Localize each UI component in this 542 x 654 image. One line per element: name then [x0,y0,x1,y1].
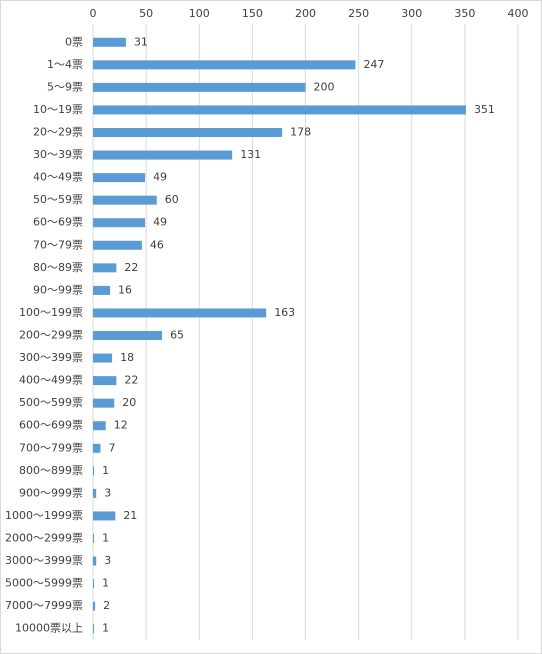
value-label: 16 [118,283,132,296]
value-label: 49 [153,216,167,229]
y-tick-label: 20～29票 [33,126,83,139]
value-label: 21 [123,509,137,522]
value-label: 31 [134,35,148,48]
value-label: 22 [124,261,138,274]
bar [93,173,146,183]
y-tick-label: 80～89票 [33,261,83,274]
value-label: 1 [102,532,109,545]
y-tick-label: 0票 [65,35,83,48]
y-tick-label: 700～799票 [19,441,83,454]
value-label: 20 [122,396,136,409]
value-label: 49 [153,171,167,184]
x-tick-label: 200 [295,7,316,20]
y-tick-label: 600～699票 [19,419,83,432]
value-label: 3 [104,554,111,567]
y-tick-label: 800～899票 [19,464,83,477]
bar [93,195,157,205]
bar [93,308,267,318]
bar [93,556,97,566]
bar [93,150,233,160]
y-tick-label: 5000～5999票 [5,577,83,590]
bar [93,579,95,589]
bar [93,376,117,386]
y-tick-label: 10000票以上 [15,622,83,635]
bar [93,60,356,70]
bar [93,488,97,498]
y-tick-label: 60～69票 [33,216,83,229]
y-tick-label: 1000～1999票 [5,509,83,522]
bar [93,421,106,431]
y-tick-label: 100～199票 [19,306,83,319]
bar [93,534,95,543]
value-label: 1 [102,464,109,477]
value-label: 1 [102,622,109,635]
bar [93,353,113,363]
value-label: 351 [474,103,495,116]
bar [93,128,283,137]
value-label: 12 [114,419,128,432]
bar [93,624,95,634]
value-label: 60 [165,193,179,206]
y-tick-label: 30～39票 [33,148,83,161]
x-tick-label: 350 [454,7,475,20]
bar [93,263,117,273]
value-label: 22 [124,374,138,387]
bar [93,511,116,521]
bar [93,443,101,453]
y-tick-label: 1～4票 [47,58,83,71]
bar [93,240,142,250]
y-tick-label: 7000～7999票 [5,599,83,612]
value-label: 65 [170,329,184,342]
y-tick-label: 300～399票 [19,351,83,364]
bar [93,331,163,340]
bar [93,218,146,228]
bar [93,37,126,47]
y-tick-label: 50～59票 [33,193,83,206]
value-label: 46 [150,238,164,251]
value-label: 7 [108,441,115,454]
value-label: 3 [104,486,111,499]
bar [93,285,110,295]
x-tick-label: 300 [401,7,422,20]
x-tick-label: 150 [242,7,263,20]
bar [93,82,306,92]
x-tick-label: 0 [90,7,97,20]
y-tick-label: 2000～2999票 [5,532,83,545]
y-tick-label: 5～9票 [47,80,83,93]
bar [93,105,466,115]
value-label: 178 [290,126,311,139]
bar [93,398,115,408]
value-label: 1 [102,577,109,590]
x-tick-label: 250 [348,7,369,20]
bar [93,466,95,476]
x-tick-label: 400 [508,7,529,20]
y-tick-label: 70～79票 [33,238,83,251]
bar [93,601,96,611]
y-tick-label: 90～99票 [33,283,83,296]
value-label: 131 [240,148,261,161]
value-label: 18 [120,351,134,364]
value-label: 200 [314,80,335,93]
y-tick-label: 10～19票 [33,103,83,116]
y-tick-label: 3000～3999票 [5,554,83,567]
y-tick-label: 900～999票 [19,486,83,499]
y-tick-label: 400～499票 [19,374,83,387]
value-label: 247 [363,58,384,71]
y-tick-label: 500～599票 [19,396,83,409]
y-tick-label: 40～49票 [33,171,83,184]
value-label: 2 [103,599,110,612]
x-tick-label: 100 [189,7,210,20]
y-tick-label: 200～299票 [19,329,83,342]
value-label: 163 [274,306,295,319]
x-tick-label: 50 [139,7,153,20]
